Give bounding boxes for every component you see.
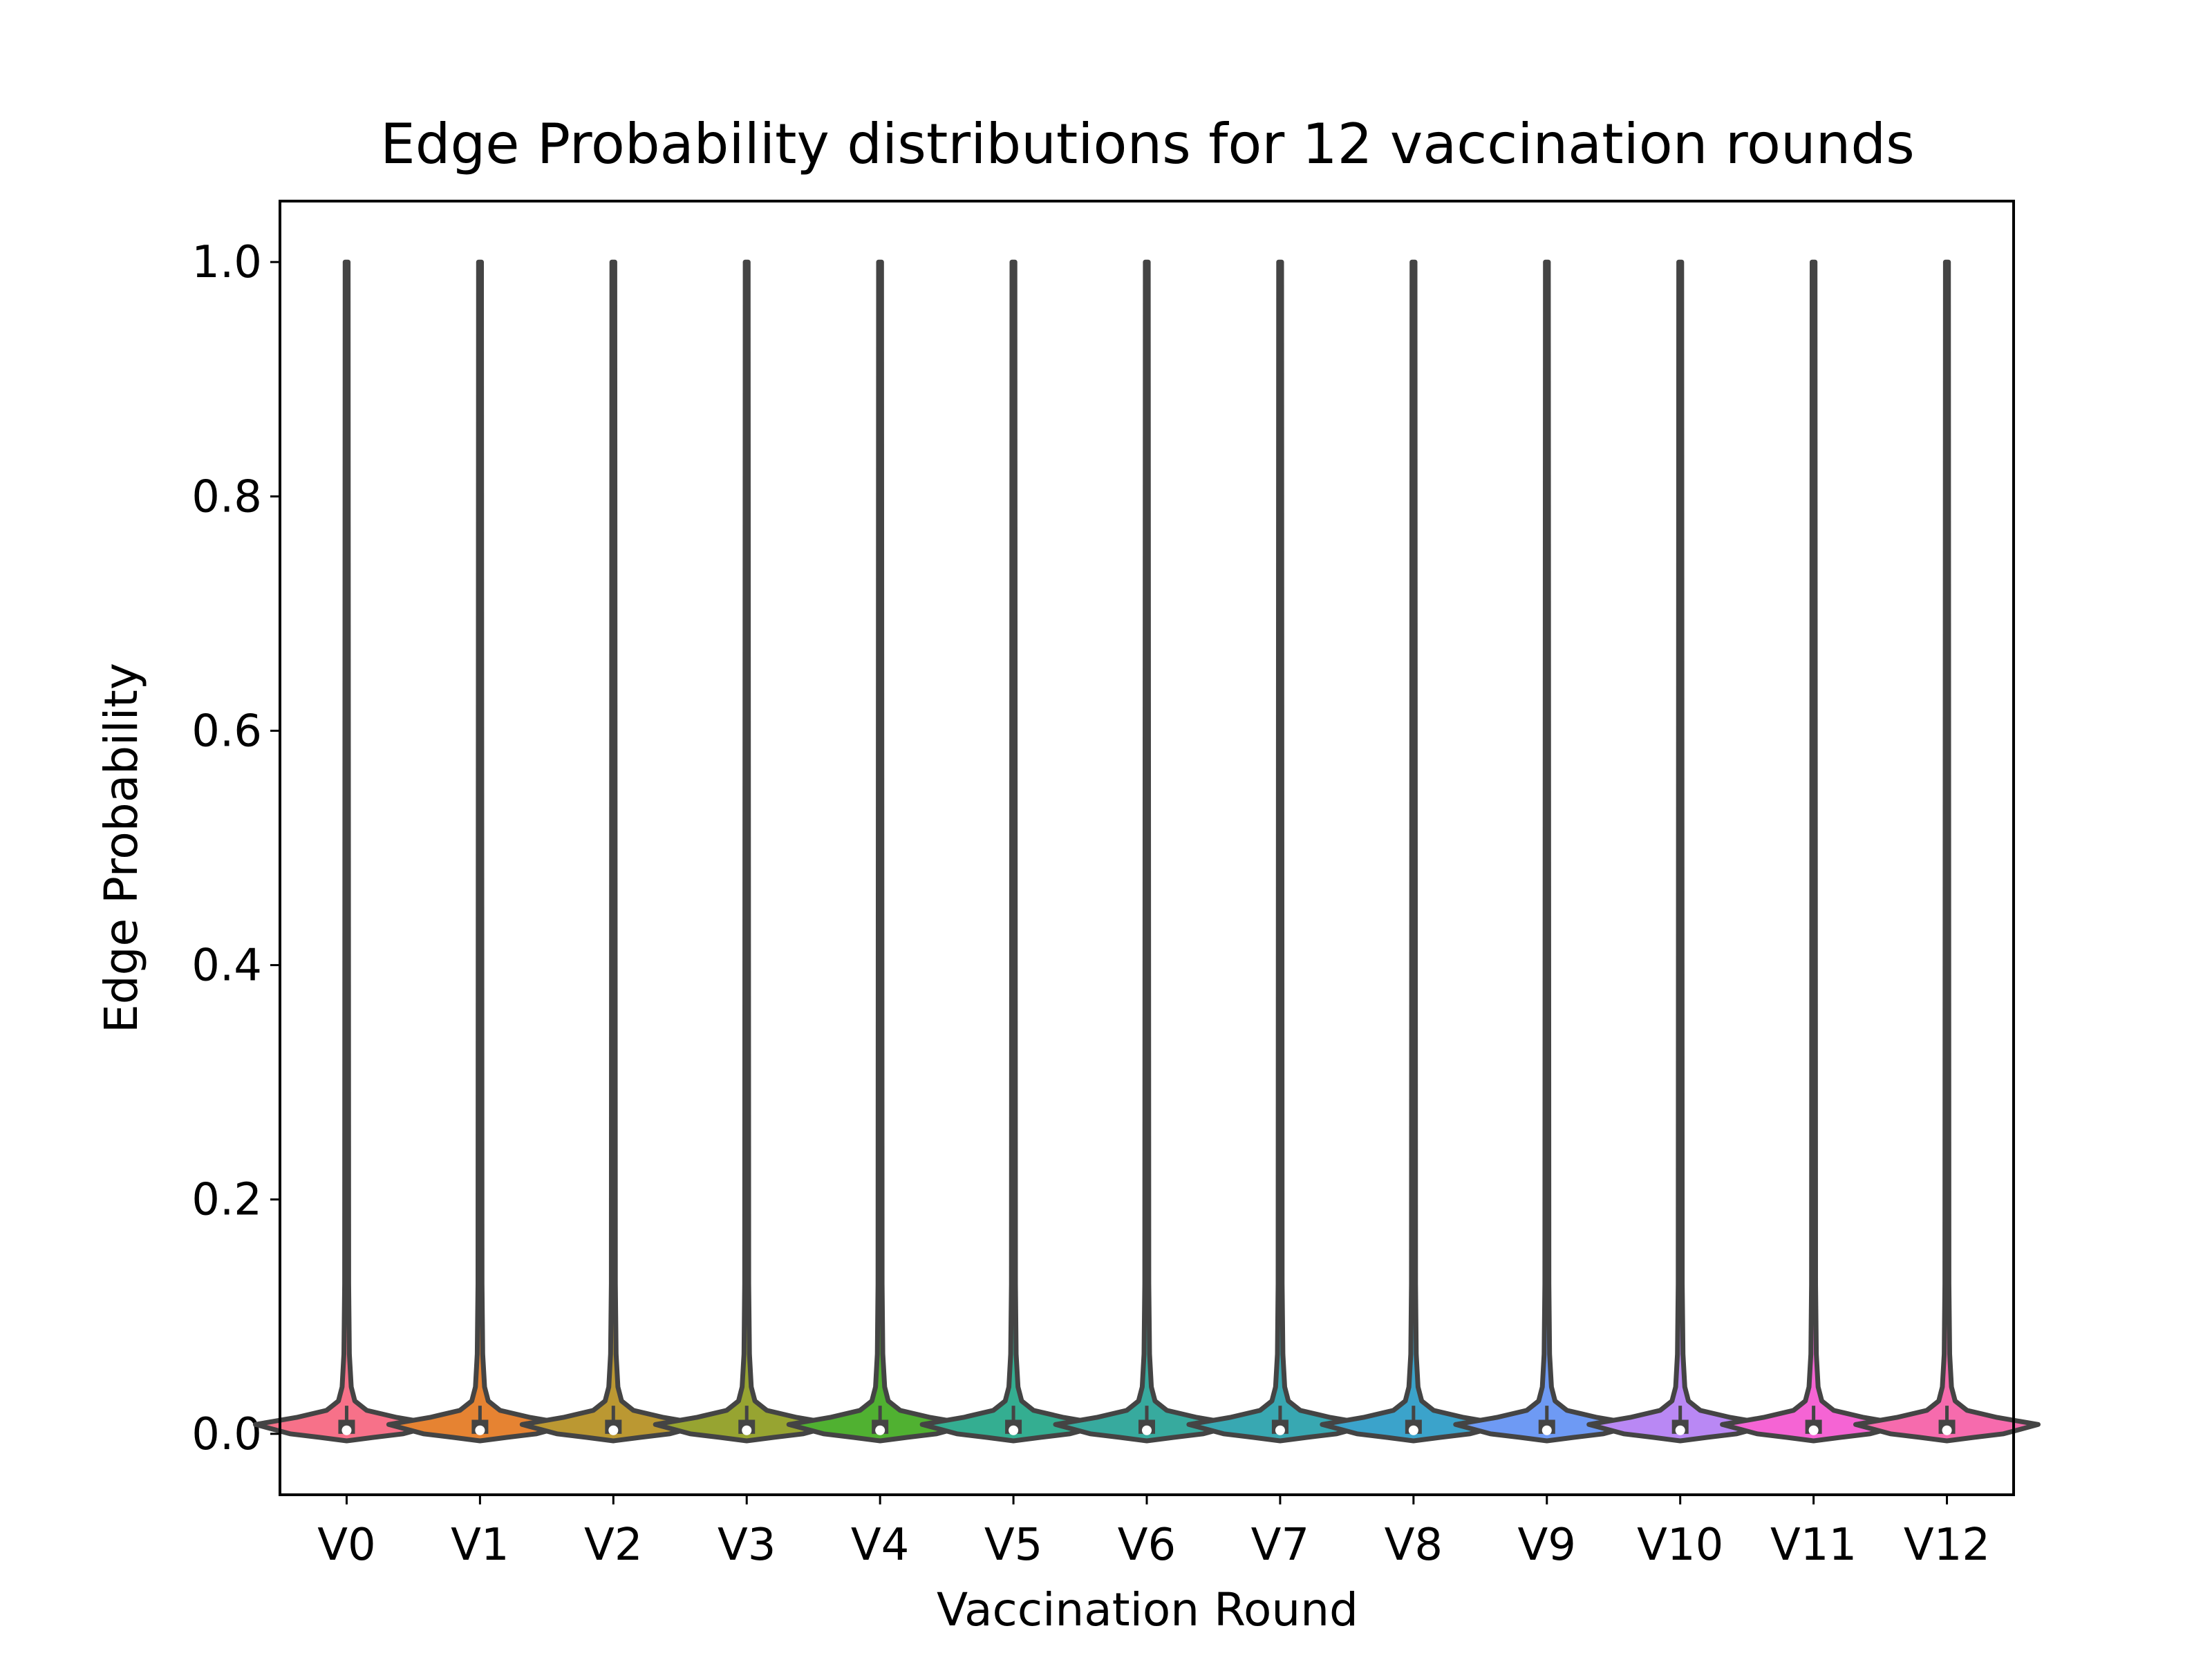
x-tick-label: V3 [718,1520,776,1571]
x-tick-label: V1 [451,1520,509,1571]
x-axis-label: Vaccination Round [937,1583,1358,1636]
violin-median-dot [1808,1425,1819,1435]
x-tick-label: V6 [1118,1520,1177,1571]
x-tick-label: V9 [1518,1520,1577,1571]
x-tick-label: V12 [1904,1520,1990,1571]
violin-median-dot [475,1425,485,1435]
y-tick-label: 1.0 [191,237,262,288]
violin-median-dot [608,1425,619,1435]
axes-frame [279,200,2015,1496]
y-tick-label: 0.6 [191,706,262,757]
x-tick-label: V7 [1251,1520,1310,1571]
chart-title: Edge Probability distributions for 12 va… [380,112,1915,176]
x-tick-label: V8 [1385,1520,1443,1571]
violin-body [1853,259,2041,1444]
x-tick-label: V10 [1637,1520,1723,1571]
violin-median-dot [875,1425,885,1435]
x-tick-label: V4 [851,1520,910,1571]
violin-median-dot [1408,1425,1418,1435]
x-tick-label: V5 [984,1520,1043,1571]
y-tick-label: 0.0 [191,1409,262,1460]
violin-median-dot [1942,1425,1952,1435]
y-axis-label: Edge Probability [95,663,148,1033]
violin-median-dot [1142,1425,1152,1435]
y-tick-label: 0.4 [191,941,262,992]
y-tick-label: 0.2 [191,1175,262,1226]
violin-group-v12 [1853,259,2041,1444]
x-tick-label: V11 [1770,1520,1857,1571]
violin-median-dot [742,1425,752,1435]
violin-median-dot [341,1425,352,1435]
x-tick-label: V2 [584,1520,643,1571]
violin-median-dot [1009,1425,1019,1435]
violin-median-dot [1275,1425,1285,1435]
x-tick-label: V0 [317,1520,376,1571]
violin-median-dot [1675,1425,1685,1435]
y-tick-label: 0.8 [191,471,262,522]
violin-median-dot [1541,1425,1552,1435]
